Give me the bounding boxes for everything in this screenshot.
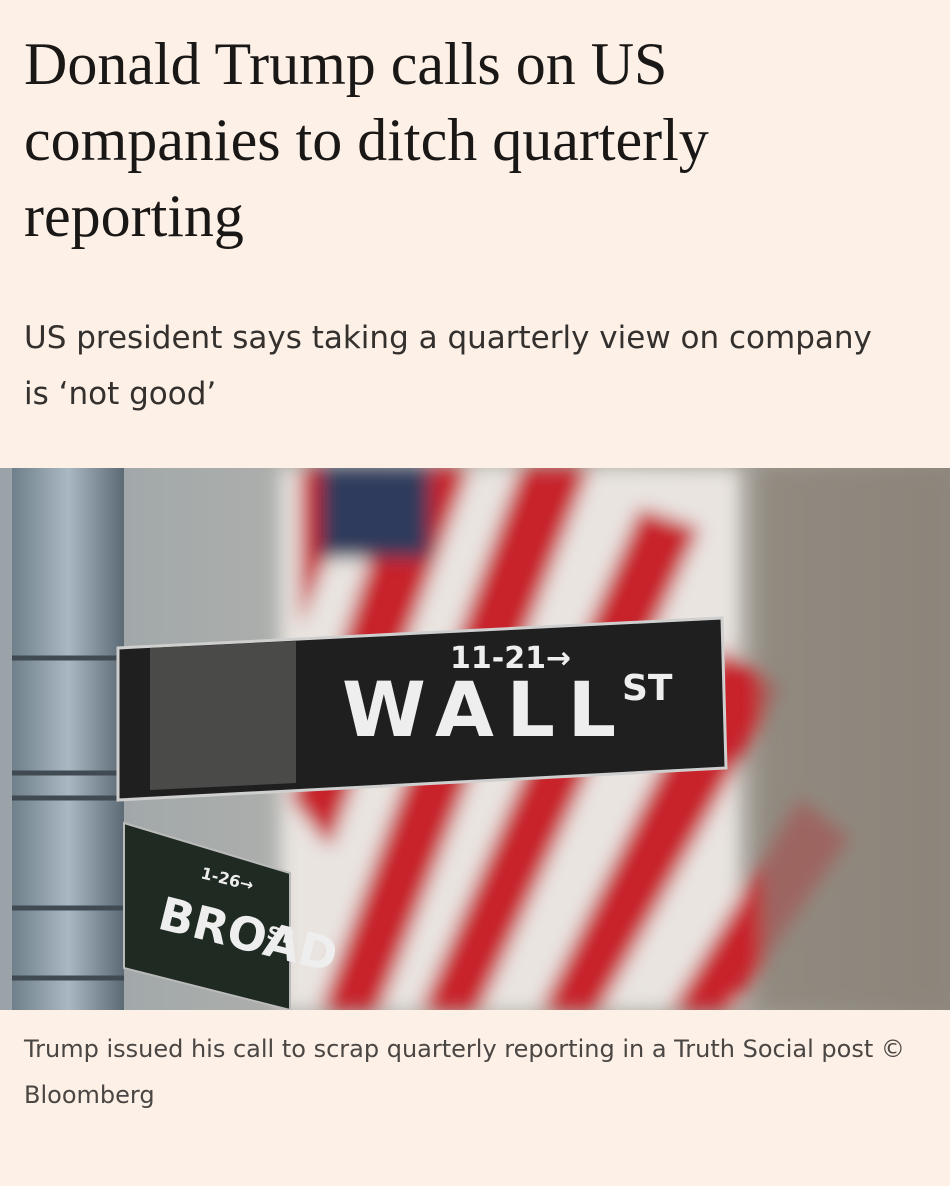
- sign-text: 11-21→: [450, 641, 571, 676]
- sign-text: ST: [622, 668, 673, 709]
- pole: [12, 468, 124, 1010]
- pole-bands: [12, 655, 124, 981]
- sign-picture: [150, 641, 296, 790]
- headline: Donald Trump calls on US companies to di…: [24, 31, 709, 249]
- caption: Trump issued his call to scrap quarterly…: [24, 1035, 905, 1109]
- standfirst: US president says taking a quarterly vie…: [24, 320, 872, 412]
- photo: 11-21→ WALL ST 1-26→ BROAD ST: [0, 468, 950, 1010]
- sign-text: WALL: [342, 665, 616, 754]
- broad-sign: [123, 821, 291, 1010]
